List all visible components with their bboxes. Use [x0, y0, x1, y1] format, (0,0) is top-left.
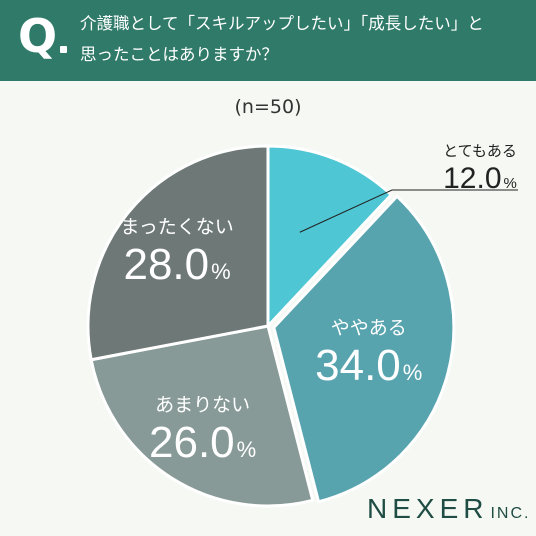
leader-line: [299, 189, 518, 233]
slice-value: 28.0%: [123, 240, 230, 289]
slice-value: 12.0%: [443, 162, 517, 195]
pie-slice: [272, 194, 456, 504]
question-header: Q 介護職として「スキルアップしたい」「成長したい」と 思ったことはありますか？: [0, 0, 536, 81]
question-text-line1: 介護職として「スキルアップしたい」「成長したい」と: [80, 14, 484, 33]
slice-value: 26.0%: [149, 418, 256, 467]
slice-label: まったくない: [120, 216, 233, 238]
question-mark: Q: [18, 9, 58, 63]
slice-label: とてもある: [443, 142, 517, 160]
slice-label: あまりない: [155, 394, 250, 416]
sample-size: (n=50): [234, 96, 302, 118]
pie-slice: [266, 144, 393, 328]
pie-slice: [89, 324, 315, 508]
brand-name: NEXER: [367, 493, 489, 524]
slice-value: 34.0%: [315, 341, 422, 390]
brand-logo: NEXER INC.: [367, 493, 530, 525]
slice-label: ややある: [331, 317, 407, 339]
brand-suffix: INC.: [490, 505, 531, 522]
pie-slice: [86, 144, 270, 362]
question-mark-dot: [60, 46, 67, 53]
question-text-line2: 思ったことはありますか？: [80, 45, 278, 64]
